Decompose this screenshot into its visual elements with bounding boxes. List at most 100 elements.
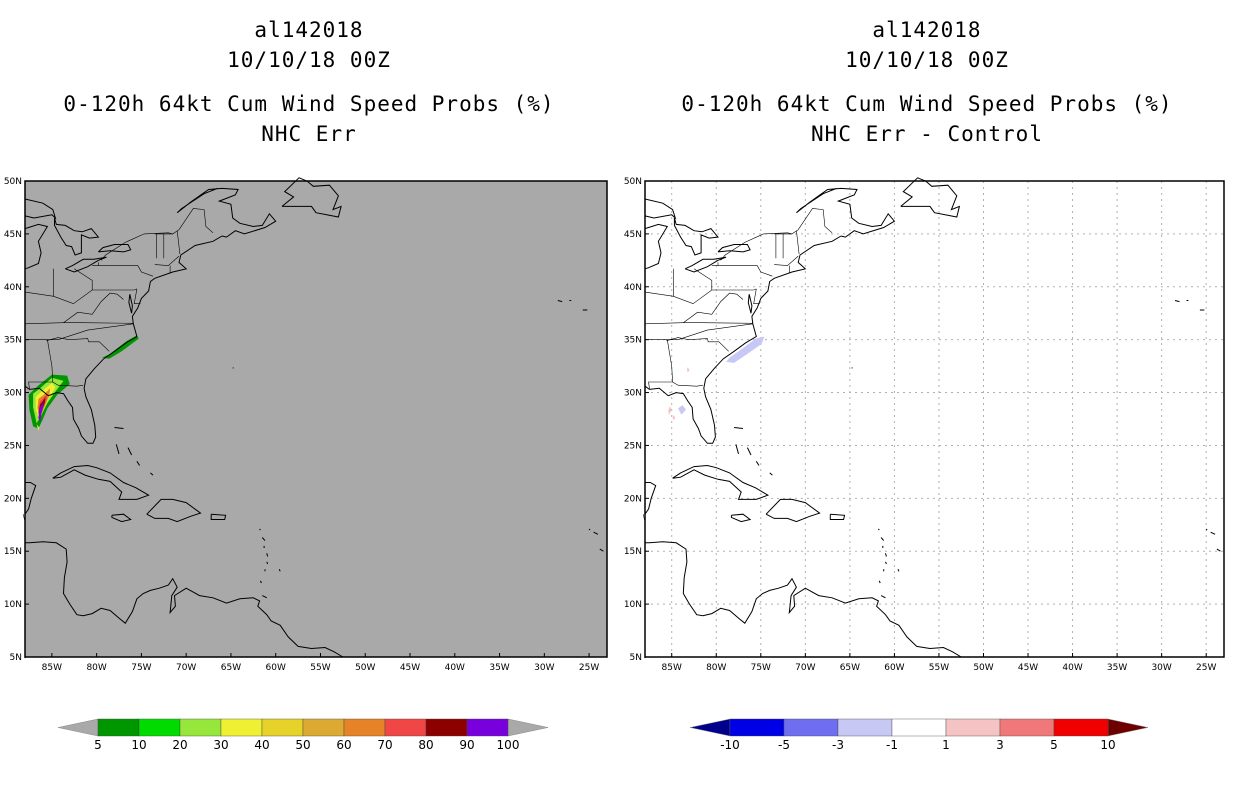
coastline [261, 537, 266, 541]
colorbar-swatch [261, 718, 304, 737]
coastline [900, 177, 961, 218]
coastline [557, 300, 563, 303]
lon-label: 65W [840, 663, 860, 673]
colorbar-label: 50 [295, 738, 310, 752]
lat-label: 45N [4, 230, 22, 240]
coastline [644, 482, 657, 515]
colorbar-label: 80 [418, 738, 433, 752]
map-right: 50N 45N 40N 35N 30N 25N 20N 15N 10N 5N 85W 80W 75W 70… [624, 177, 1225, 752]
colorbar-label: 5 [1050, 738, 1058, 752]
product-title: 0-120h 64kt Cum Wind Speed Probs (%) [63, 92, 555, 116]
map-frame [24, 180, 608, 658]
lat-label: 15N [624, 547, 642, 557]
probability-contour [36, 424, 40, 431]
lat-label: 20N [4, 494, 22, 504]
political-border [644, 288, 757, 305]
coastline [735, 444, 739, 455]
lake-outline [128, 294, 133, 314]
map-background [25, 181, 607, 657]
coastline [1205, 528, 1208, 531]
coastline [266, 553, 269, 557]
colorbar-label: 40 [254, 738, 269, 752]
colorbar-swatch [97, 718, 140, 737]
panel-right: al142018 10/10/18 00Z 0-120h 64kt Cum Wi… [618, 0, 1236, 800]
lat-label: 50N [4, 177, 22, 187]
coastline [897, 569, 900, 572]
colorbar-swatch [891, 718, 947, 737]
coastline [769, 472, 773, 476]
colorbar-swatch [729, 718, 785, 737]
coastline [885, 561, 887, 565]
map-frame [644, 180, 1225, 658]
colorbar-label: 100 [497, 738, 520, 752]
colorbar-label: 1 [942, 738, 950, 752]
political-border [24, 322, 134, 325]
political-border [133, 288, 141, 304]
lon-label: 25W [579, 663, 599, 673]
storm-id: al142018 [872, 18, 982, 42]
political-border [666, 337, 689, 341]
coastline [146, 498, 202, 523]
lat-label: 15N [4, 547, 22, 557]
lat-label: 40N [4, 283, 22, 293]
coastline [765, 498, 821, 523]
colorbar-swatch [837, 718, 893, 737]
lon-label: 55W [310, 663, 330, 673]
coastline [115, 444, 120, 455]
lat-label: 10N [624, 600, 642, 610]
colorbar-swatch [179, 718, 222, 737]
lat-label: 25N [4, 441, 22, 451]
lon-label: 85W [662, 663, 682, 673]
lon-label: 45W [1018, 663, 1038, 673]
coastline [730, 513, 752, 523]
political-border [718, 265, 773, 277]
colorbar-label: 30 [213, 738, 228, 752]
coastline [755, 461, 760, 466]
coastline [210, 513, 227, 520]
colorbar-label: 60 [336, 738, 351, 752]
coastline [672, 464, 770, 500]
difference-contour [686, 367, 690, 373]
coastline [644, 235, 842, 444]
lat-label: 25N [624, 441, 642, 451]
political-border [46, 337, 69, 341]
colorbar-over-arrow [507, 718, 549, 737]
political-border [648, 339, 673, 390]
political-border [25, 323, 134, 340]
political-border [645, 323, 753, 340]
forecast-datetime: 10/10/18 00Z [227, 48, 391, 72]
political-border [688, 338, 729, 352]
coastline [1216, 548, 1221, 552]
colorbar-label: 90 [459, 738, 474, 752]
coastline [259, 528, 261, 531]
lon-label: 85W [42, 663, 62, 673]
lat-label: 30N [624, 389, 642, 399]
lake-outline [684, 256, 727, 273]
coastline [645, 541, 962, 658]
lon-label: 45W [400, 663, 420, 673]
coastline [266, 561, 269, 565]
lon-label: 50W [355, 663, 375, 673]
coastline [111, 513, 132, 523]
colorbar-swatch [384, 718, 427, 737]
political-border [154, 255, 180, 266]
coastline [851, 367, 853, 369]
lat-label: 45N [624, 230, 642, 240]
coastline [281, 177, 342, 218]
coastline [24, 235, 223, 444]
coastline [878, 528, 880, 531]
lon-label: 80W [86, 663, 106, 673]
colorbar-swatch [425, 718, 468, 737]
lat-label: 10N [4, 600, 22, 610]
difference-contour [678, 405, 686, 415]
panel-left: al142018 10/10/18 00Z 0-120h 64kt Cum Wi… [4, 20, 608, 752]
lon-label: 60W [884, 663, 904, 673]
coastline [1210, 531, 1216, 535]
product-subtitle: NHC Err - Control [811, 122, 1043, 146]
lat-label: 35N [4, 336, 22, 346]
coastline [588, 528, 591, 531]
political-border [672, 381, 703, 387]
coastline [114, 427, 124, 429]
lat-label: 5N [10, 653, 22, 663]
lat-label: 30N [4, 389, 22, 399]
